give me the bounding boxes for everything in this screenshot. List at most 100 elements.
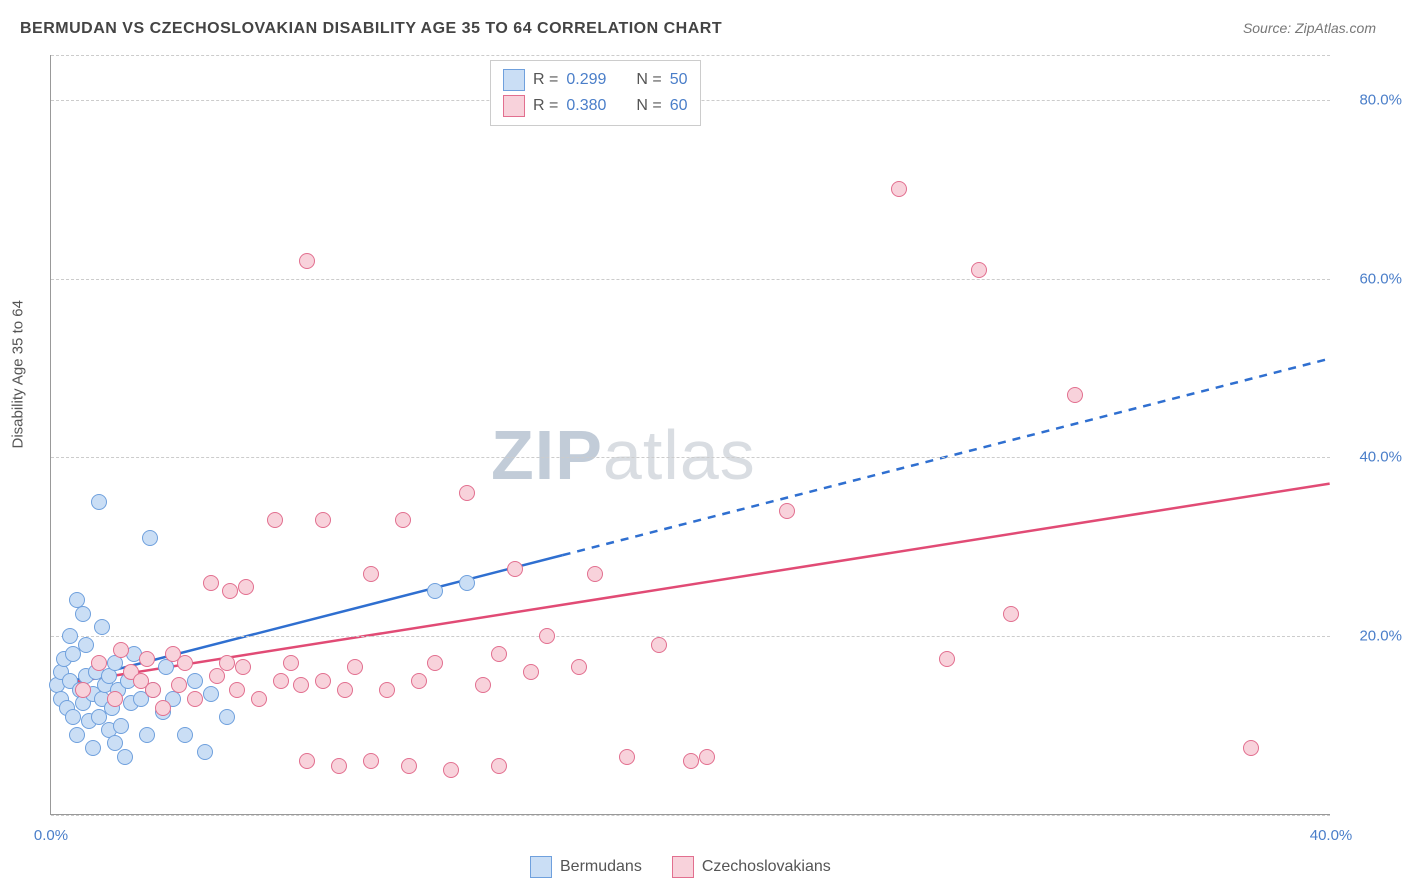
scatter-point: [75, 682, 91, 698]
x-tick-label: 40.0%: [1310, 827, 1353, 844]
scatter-point: [1243, 740, 1259, 756]
legend-series-label: Bermudans: [560, 858, 642, 876]
scatter-point: [219, 709, 235, 725]
scatter-point: [187, 673, 203, 689]
scatter-point: [587, 566, 603, 582]
scatter-point: [171, 677, 187, 693]
scatter-point: [619, 749, 635, 765]
scatter-point: [475, 677, 491, 693]
scatter-point: [523, 664, 539, 680]
legend-swatch: [672, 856, 694, 878]
scatter-point: [395, 512, 411, 528]
r-value: 0.299: [566, 71, 606, 89]
scatter-point: [293, 677, 309, 693]
scatter-point: [699, 749, 715, 765]
scatter-point: [251, 691, 267, 707]
trend-lines: [51, 55, 1330, 814]
y-tick-label: 60.0%: [1359, 270, 1402, 287]
legend-swatch: [503, 69, 525, 91]
scatter-point: [145, 682, 161, 698]
scatter-point: [337, 682, 353, 698]
scatter-point: [222, 583, 238, 599]
r-label: R =: [533, 97, 558, 115]
scatter-point: [315, 673, 331, 689]
y-tick-label: 80.0%: [1359, 91, 1402, 108]
scatter-point: [683, 753, 699, 769]
scatter-point: [62, 628, 78, 644]
scatter-point: [427, 655, 443, 671]
watermark-rest: atlas: [603, 416, 756, 494]
scatter-point: [491, 646, 507, 662]
x-tick-label: 0.0%: [34, 827, 68, 844]
scatter-point: [85, 740, 101, 756]
scatter-point: [235, 659, 251, 675]
scatter-point: [107, 691, 123, 707]
scatter-point: [299, 253, 315, 269]
scatter-point: [779, 503, 795, 519]
chart-container: BERMUDAN VS CZECHOSLOVAKIAN DISABILITY A…: [0, 0, 1406, 892]
scatter-point: [571, 659, 587, 675]
y-axis-title: Disability Age 35 to 64: [10, 300, 27, 448]
scatter-point: [331, 758, 347, 774]
n-value: 50: [670, 71, 688, 89]
scatter-point: [177, 655, 193, 671]
scatter-point: [459, 575, 475, 591]
scatter-point: [113, 642, 129, 658]
scatter-point: [427, 583, 443, 599]
scatter-point: [203, 686, 219, 702]
scatter-point: [539, 628, 555, 644]
scatter-point: [507, 561, 523, 577]
scatter-point: [315, 512, 331, 528]
scatter-point: [69, 727, 85, 743]
chart-title: BERMUDAN VS CZECHOSLOVAKIAN DISABILITY A…: [20, 20, 722, 38]
n-label: N =: [636, 71, 661, 89]
legend-stat-row: R = 0.380N = 60: [503, 93, 688, 119]
gridline: [51, 55, 1330, 56]
scatter-point: [379, 682, 395, 698]
scatter-point: [491, 758, 507, 774]
source-prefix: Source:: [1243, 20, 1295, 36]
scatter-point: [651, 637, 667, 653]
scatter-point: [177, 727, 193, 743]
scatter-point: [283, 655, 299, 671]
scatter-point: [209, 668, 225, 684]
scatter-point: [363, 753, 379, 769]
scatter-point: [273, 673, 289, 689]
scatter-point: [401, 758, 417, 774]
scatter-point: [299, 753, 315, 769]
legend-swatch: [503, 95, 525, 117]
n-label: N =: [636, 97, 661, 115]
scatter-point: [363, 566, 379, 582]
scatter-point: [1003, 606, 1019, 622]
source-link[interactable]: ZipAtlas.com: [1295, 20, 1376, 36]
scatter-point: [1067, 387, 1083, 403]
scatter-point: [238, 579, 254, 595]
y-tick-label: 40.0%: [1359, 449, 1402, 466]
legend-stats: R = 0.299 N = 50 R = 0.380N = 60: [490, 60, 701, 126]
legend-series-label: Czechoslovakians: [702, 858, 831, 876]
watermark: ZIPatlas: [491, 415, 756, 495]
scatter-point: [939, 651, 955, 667]
scatter-point: [347, 659, 363, 675]
scatter-point: [139, 651, 155, 667]
scatter-point: [155, 700, 171, 716]
scatter-point: [891, 181, 907, 197]
gridline: [51, 279, 1330, 280]
legend-series: Bermudans Czechoslovakians: [530, 856, 831, 878]
n-value: 60: [670, 97, 688, 115]
legend-series-item: Bermudans: [530, 856, 642, 878]
gridline: [51, 636, 1330, 637]
scatter-point: [197, 744, 213, 760]
scatter-point: [78, 637, 94, 653]
scatter-point: [971, 262, 987, 278]
scatter-point: [267, 512, 283, 528]
source-label: Source: ZipAtlas.com: [1243, 20, 1376, 36]
scatter-point: [117, 749, 133, 765]
scatter-point: [443, 762, 459, 778]
scatter-point: [411, 673, 427, 689]
scatter-point: [113, 718, 129, 734]
scatter-point: [219, 655, 235, 671]
scatter-point: [65, 709, 81, 725]
scatter-point: [75, 606, 91, 622]
plot-area: ZIPatlas 20.0%40.0%60.0%80.0%0.0%40.0%: [50, 55, 1330, 815]
